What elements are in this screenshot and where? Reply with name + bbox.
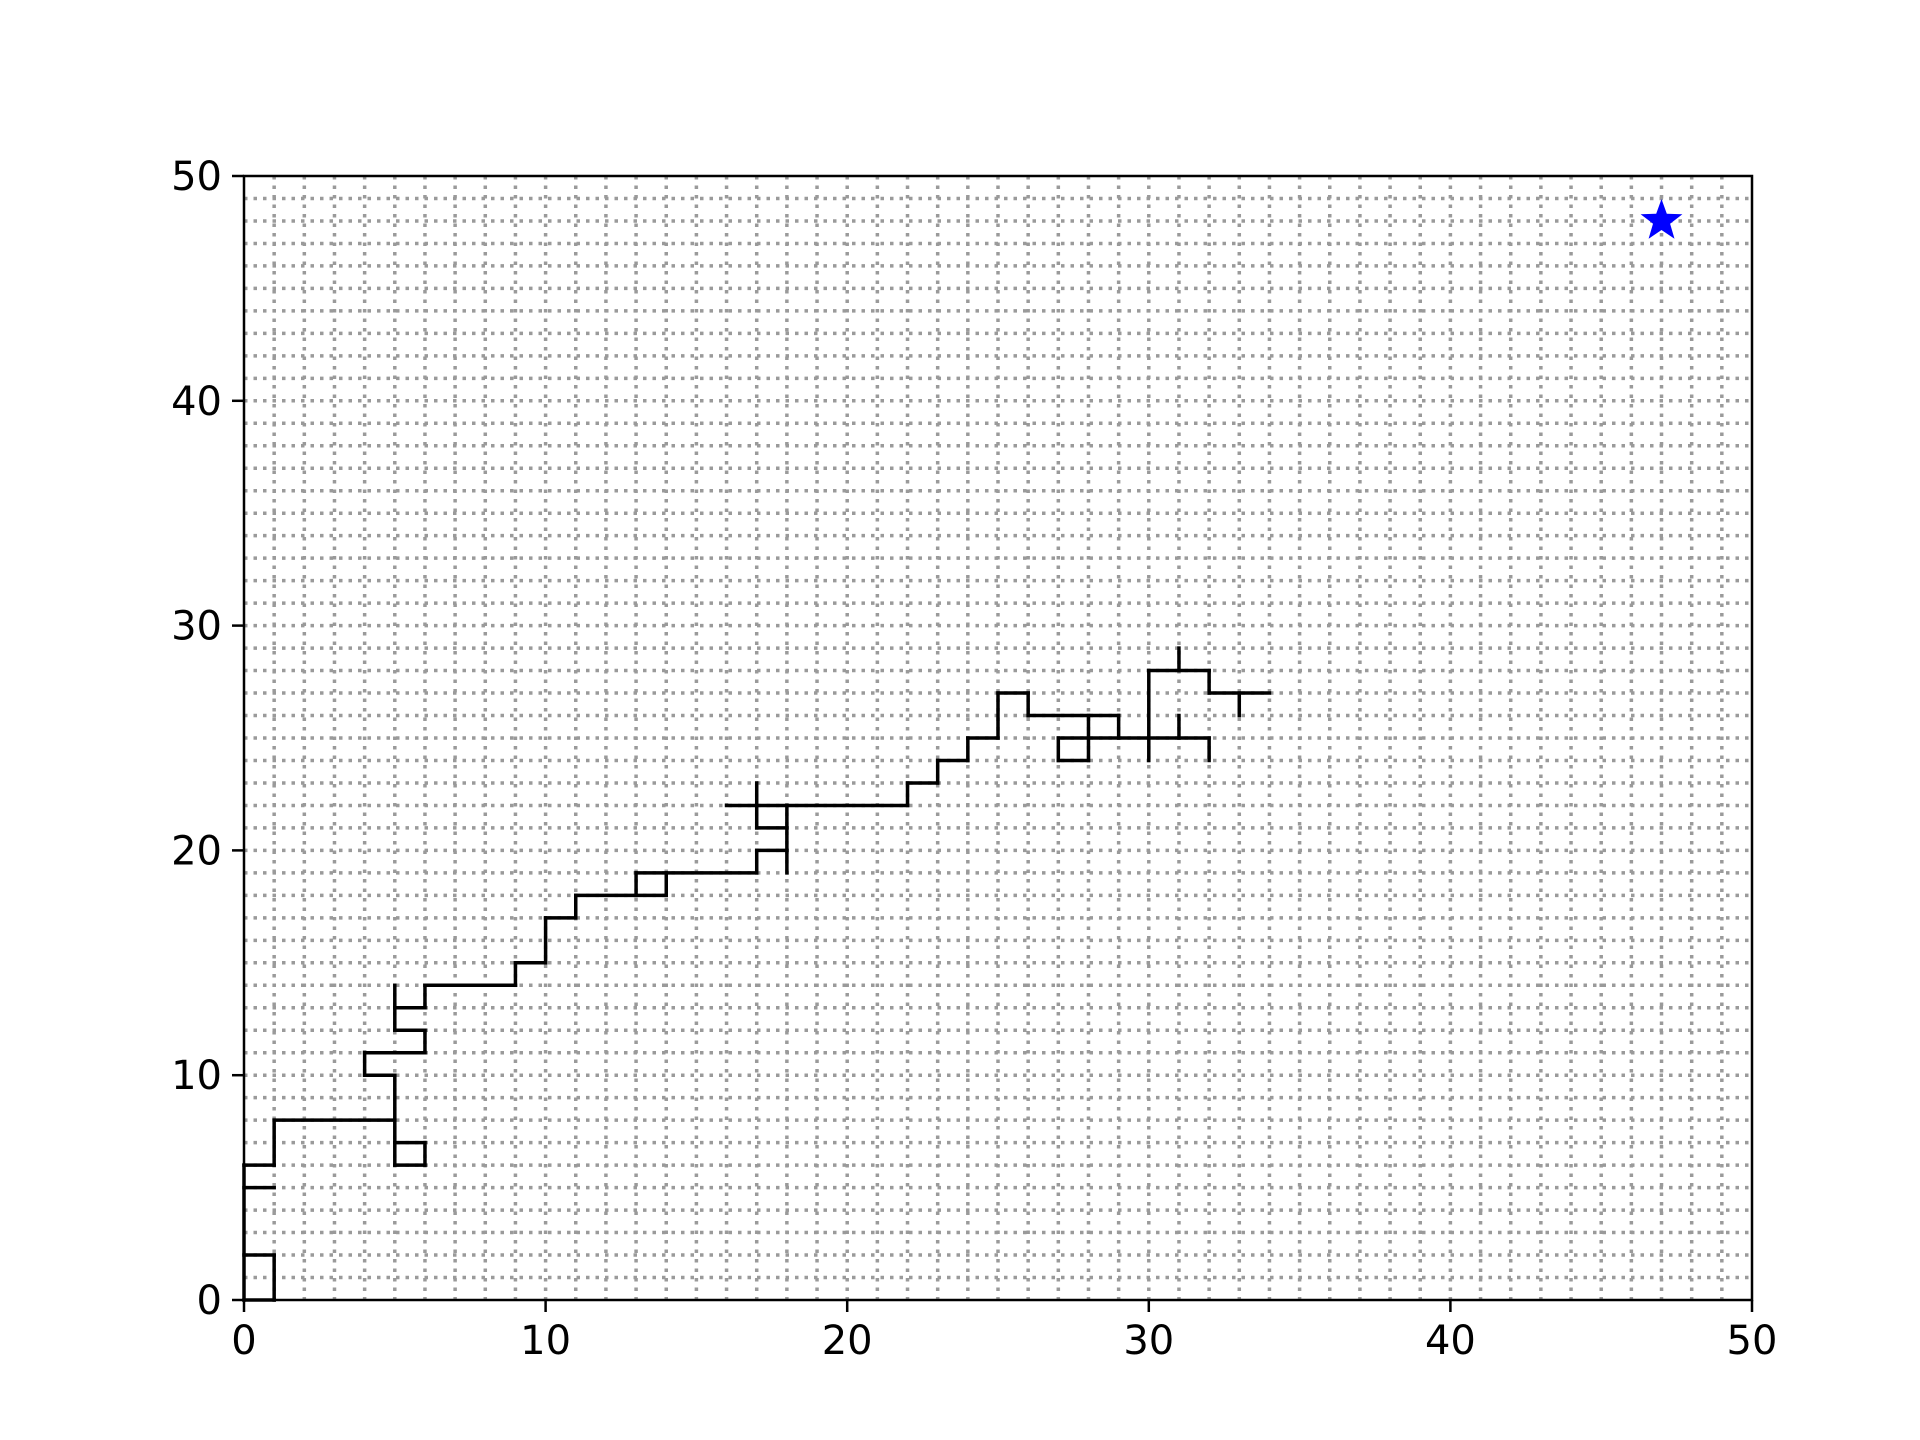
x-tick-label: 10	[520, 1318, 571, 1364]
plot-frame	[242, 174, 1754, 1302]
x-tick-label: 30	[1123, 1318, 1174, 1364]
y-tick-label: 50	[171, 154, 222, 200]
y-tick-label: 40	[171, 379, 222, 425]
x-tick-label: 20	[822, 1318, 873, 1364]
star-marker	[1640, 199, 1683, 239]
y-tick-label: 0	[197, 1278, 222, 1324]
x-tick-label: 50	[1727, 1318, 1778, 1364]
y-tick-label: 30	[171, 604, 222, 650]
x-axis-ticks: 0 10 20 30 40 50	[231, 1300, 1777, 1364]
y-tick-label: 10	[171, 1053, 222, 1099]
y-axis-ticks: 0 10 20 30 40 50	[171, 154, 244, 1324]
x-tick-label: 40	[1425, 1318, 1476, 1364]
y-tick-label: 20	[171, 828, 222, 874]
x-tick-label: 0	[231, 1318, 256, 1364]
goal-marker	[1640, 199, 1683, 239]
axes-frame	[242, 174, 1754, 1302]
grid-lines	[244, 176, 1752, 1300]
path-segments	[242, 646, 1272, 1302]
